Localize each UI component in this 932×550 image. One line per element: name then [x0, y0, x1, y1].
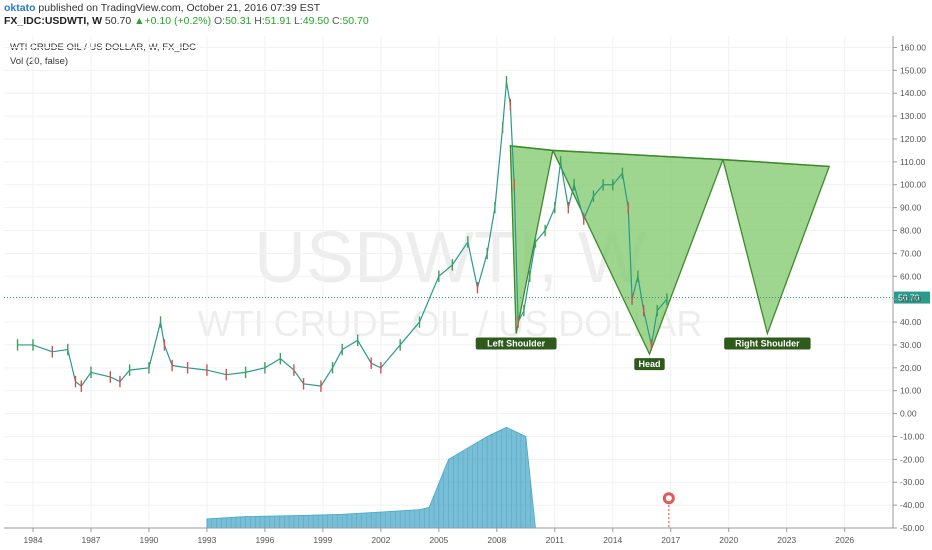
indicator-title[interactable]: Vol (20, false): [10, 56, 68, 67]
x-tick-label: 1987: [82, 535, 101, 545]
x-tick-label: 2020: [719, 535, 738, 545]
chart-header: oktato published on TradingView.com, Oct…: [0, 0, 932, 30]
x-tick-label: 1984: [24, 535, 43, 545]
x-tick-label: 2005: [429, 535, 448, 545]
y-tick-label: -40.00: [900, 500, 924, 510]
current-price-tag: [894, 291, 930, 304]
close-label: C:: [331, 15, 343, 27]
x-tick-label: 1990: [139, 535, 158, 545]
y-tick-label: 60.00: [900, 271, 922, 281]
event-marker-center: [665, 495, 672, 502]
current-price-label: 50.70: [898, 293, 920, 303]
y-tick-label: 90.00: [900, 203, 922, 213]
watermark-symbol: USDWTI, W: [254, 218, 646, 298]
symbol-label[interactable]: FX_IDC:USDWTI, W: [4, 15, 102, 27]
symbol-watermark: USDWTI, W WTI CRUDE OIL / US DOLLAR: [198, 218, 703, 344]
y-tick-label: 70.00: [900, 248, 922, 258]
annotation-box: [724, 337, 811, 350]
price-series: 50.70: [4, 76, 930, 392]
low-label: L:: [294, 15, 303, 27]
y-tick-label: -10.00: [900, 431, 924, 441]
up-arrow-icon: ▲: [134, 15, 145, 27]
x-tick-label: 1993: [197, 535, 216, 545]
y-tick-label: 130.00: [900, 111, 926, 121]
y-tick-label: -50.00: [900, 523, 924, 533]
open-label: O:: [214, 15, 226, 27]
y-tick-label: 100.00: [900, 180, 926, 190]
x-tick-label: 1999: [313, 535, 332, 545]
y-tick-label: 140.00: [900, 88, 926, 98]
y-tick-label: 150.00: [900, 65, 926, 75]
open-value: 50.31: [225, 15, 252, 27]
annotation-label: Head: [638, 359, 660, 369]
author-link[interactable]: oktato: [4, 2, 36, 14]
pattern-triangle: [722, 158, 831, 336]
x-tick-label: 2023: [777, 535, 796, 545]
high-value: 51.91: [264, 15, 292, 27]
y-tick-label: 40.00: [900, 317, 922, 327]
watermark-description: WTI CRUDE OIL / US DOLLAR: [198, 303, 703, 344]
annotation-label: Left Shoulder: [487, 338, 545, 348]
x-tick-label: 2017: [661, 535, 680, 545]
y-tick-label: -20.00: [900, 454, 924, 464]
y-tick-label: -30.00: [900, 477, 924, 487]
y-tick-label: 80.00: [900, 226, 922, 236]
close-value: 50.70: [342, 15, 369, 27]
low-value: 49.50: [302, 15, 330, 27]
change-value: +0.10 (+0.2%): [144, 15, 212, 27]
pattern-annotations: Left Shoulder Head Right Shoulder: [475, 337, 811, 371]
y-tick-label: 120.00: [900, 134, 926, 144]
annotation-box: [634, 358, 665, 371]
x-tick-label: 2008: [487, 535, 506, 545]
y-tick-label: 30.00: [900, 340, 922, 350]
x-tick-label: 2002: [371, 535, 390, 545]
axes: 160.00 150.00 140.00 130.00 120.00 110.00 100.…: [4, 36, 926, 545]
annotation-box: [475, 337, 557, 350]
y-tick-label: 20.00: [900, 363, 922, 373]
x-tick-label: 2026: [835, 535, 854, 545]
publish-info: oktato published on TradingView.com, Oct…: [4, 2, 320, 14]
y-tick-label: 0.00: [900, 409, 917, 419]
publish-text: published on TradingView.com, October 21…: [38, 2, 321, 14]
event-marker[interactable]: [662, 492, 675, 528]
neckline: [510, 145, 830, 168]
x-tick-label: 2011: [546, 535, 565, 545]
y-tick-label: 50.00: [900, 294, 922, 304]
annotation-label: Right Shoulder: [735, 338, 800, 348]
ohlc-bar: FX_IDC:USDWTI, W 50.70 ▲+0.10 (+0.2%) O:…: [4, 15, 369, 27]
volume-histogram: [206, 426, 536, 529]
x-tick-label: 1996: [255, 535, 274, 545]
x-tick-label: 2014: [603, 535, 622, 545]
y-tick-label: 160.00: [900, 42, 926, 52]
y-tick-label: 110.00: [900, 157, 926, 167]
last-price: 50.70: [104, 15, 132, 27]
y-tick-label: 10.00: [900, 386, 922, 396]
head-and-shoulders-pattern: [509, 145, 831, 356]
high-label: H:: [254, 15, 265, 27]
